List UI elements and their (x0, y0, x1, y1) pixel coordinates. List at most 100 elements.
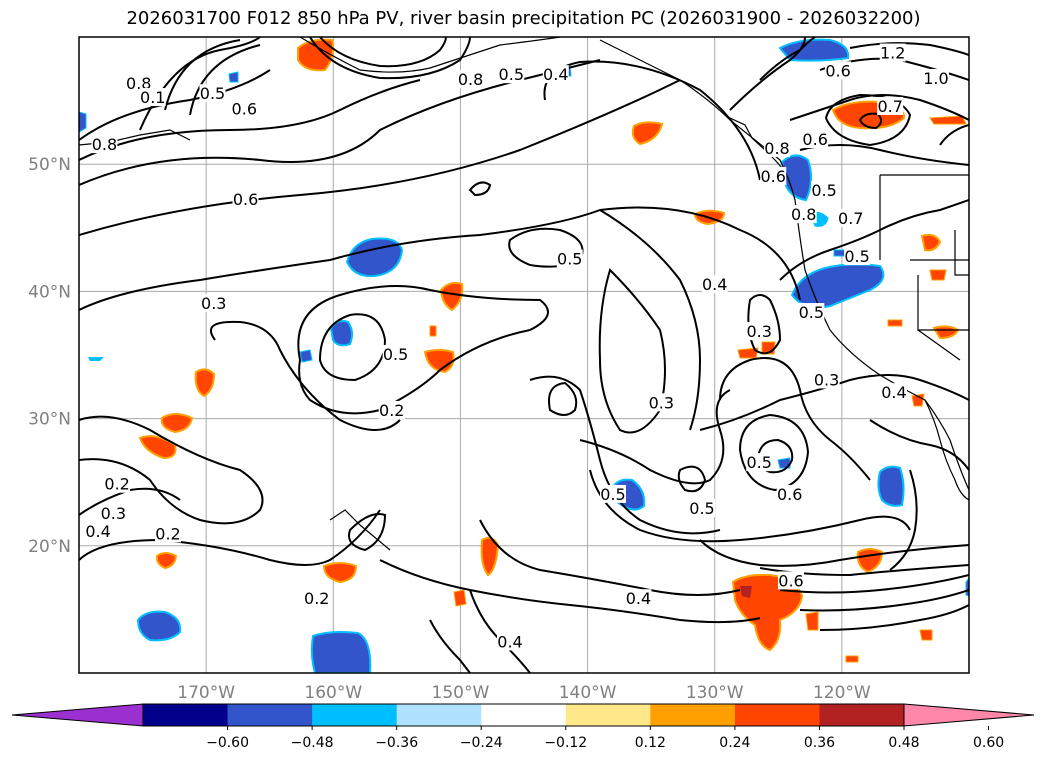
contour-label: 0.5 (383, 345, 408, 364)
precip-patch (453, 589, 467, 607)
contour-line (589, 469, 911, 543)
colorbar-tick-label: −0.12 (544, 735, 587, 751)
contour-label: 0.3 (101, 504, 126, 523)
contour-line (79, 206, 801, 311)
contour-label-bg (457, 70, 484, 89)
contour-line (79, 79, 681, 236)
contour-labels: 0.80.1 0.50.60.80.60.30.50.20.50.40.30.30… (85, 43, 949, 651)
precip-patch (345, 237, 404, 278)
contour-line (209, 320, 401, 431)
contour-label: 0.2 (104, 475, 129, 494)
coastline-hawaii (329, 509, 391, 551)
contour-label: 0.8 (458, 70, 483, 89)
contour-label-bg (746, 322, 773, 341)
precip-patch (805, 611, 819, 631)
precip-patch (194, 368, 216, 398)
contour-label-bg (556, 249, 583, 268)
contour-line (598, 268, 666, 434)
precip-patch (322, 562, 358, 584)
contour-label: 0.5 (844, 247, 869, 266)
contour-label-bg (498, 65, 525, 84)
lon-label: 170°W (177, 683, 235, 703)
colorbar-tick-label: −0.36 (375, 735, 418, 751)
map-frame (78, 36, 970, 674)
colorbar-tick-label: 0.24 (719, 735, 750, 751)
coastline-baja (924, 399, 969, 501)
lon-label: 130°W (686, 683, 744, 703)
precip-patch (877, 465, 905, 507)
colorbar-swatch (650, 704, 736, 726)
contour-label: 0.7 (838, 209, 863, 228)
precip-patch (329, 319, 354, 347)
contour-label-bg (798, 303, 825, 322)
lat-label: 30°N (28, 410, 71, 430)
contour-label-bg (625, 589, 652, 608)
precip-patch (887, 319, 903, 327)
contour-label-bg (776, 484, 803, 503)
contour-label-bg (760, 166, 787, 185)
colorbar-swatch (565, 704, 651, 726)
contour-label-bg (231, 99, 258, 118)
contour-line (548, 381, 578, 416)
contour-label: 0.4 (702, 275, 727, 294)
contour-label-bg (648, 393, 675, 412)
precip-patch (228, 71, 239, 83)
precip-patch (920, 233, 942, 252)
colorbar-swatch (734, 704, 820, 726)
contour-line (319, 37, 447, 68)
contour-line (819, 604, 969, 631)
contour-label: 0.8 (92, 135, 117, 154)
colorbar-swatch (819, 704, 905, 726)
contour-label-bg (811, 180, 838, 199)
precip-patch (138, 435, 177, 460)
contour-line (738, 413, 810, 492)
contour-label-bg (778, 571, 804, 590)
contour-label: 0.6 (778, 571, 803, 590)
colorbar-tick-label: 0.60 (973, 735, 1004, 751)
precip-patch (155, 552, 178, 570)
contour-line (164, 39, 241, 111)
contour-line (858, 112, 882, 130)
precip-patch (631, 121, 664, 146)
colorbar-tick-label: 0.48 (888, 735, 919, 751)
contour-line (779, 574, 969, 594)
chart-title: 2026031700 F012 850 hPa PV, river basin … (126, 8, 921, 29)
coastline-alaska (299, 37, 561, 73)
precip-patch (845, 655, 859, 663)
contour-line (309, 37, 471, 80)
contour-label-bg (600, 484, 626, 503)
precip-patch (929, 269, 947, 281)
colorbar-swatch (396, 704, 482, 726)
contour-label-bg (232, 189, 259, 208)
contour-label: 0.5 (799, 303, 824, 322)
contour-line (79, 509, 381, 566)
contour-line (379, 559, 761, 624)
colorbar-tick-label: 0.36 (804, 735, 835, 751)
colorbar-tick-label: 0.12 (635, 735, 666, 751)
contour-label: 1.2 (880, 44, 905, 63)
precip-patch (780, 154, 812, 202)
contour-line (599, 209, 702, 431)
contour-line (789, 94, 969, 121)
contour-label: 0.2 (155, 524, 180, 543)
contour-label-bg (155, 524, 181, 543)
lon-label: 160°W (304, 683, 362, 703)
precip-patch (439, 281, 464, 312)
contour-label: 0.5 (811, 181, 836, 200)
contour-line (719, 357, 871, 481)
contour-label: 0.2 (379, 401, 404, 420)
contour-line (318, 313, 387, 382)
contour-label: 0.7 (877, 97, 902, 116)
contour-label-bg (125, 74, 152, 93)
contour-label-bg (837, 208, 864, 227)
contour-line (479, 519, 741, 596)
contour-line (939, 124, 969, 146)
colorbar-swatch (143, 704, 229, 726)
contour-label-bg (139, 88, 166, 107)
contour-label-bg (746, 453, 773, 472)
contour-label: 0.3 (201, 294, 226, 313)
latitude-labels: 50°N 40°N 30°N 20°N (28, 155, 71, 557)
contour-label-bg (701, 275, 728, 294)
contour-label-bg (497, 632, 524, 651)
precip-patch (136, 610, 182, 642)
